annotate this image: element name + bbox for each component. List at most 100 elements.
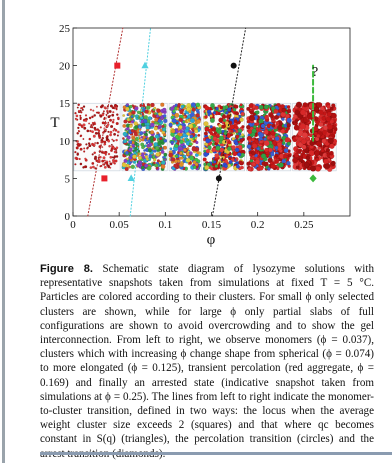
particle — [235, 134, 240, 139]
particle — [321, 138, 327, 144]
particle — [96, 141, 99, 145]
particle — [232, 107, 237, 112]
particle — [113, 132, 117, 136]
y-tick-label: 5 — [65, 173, 71, 185]
particle — [114, 129, 118, 132]
particle — [109, 162, 113, 166]
particle — [264, 114, 269, 120]
particle — [103, 116, 106, 119]
particle — [209, 114, 213, 118]
particle — [90, 123, 93, 127]
particle — [110, 143, 113, 146]
particle — [234, 104, 239, 109]
particle — [93, 114, 97, 117]
particle — [174, 140, 178, 143]
particle — [169, 147, 173, 151]
particle — [129, 159, 133, 162]
particle — [83, 126, 87, 130]
particle — [237, 144, 243, 150]
particle — [258, 132, 264, 138]
particle — [89, 108, 93, 111]
particle — [93, 121, 96, 124]
particle — [251, 137, 255, 142]
particle — [285, 127, 290, 131]
particle — [78, 130, 81, 133]
particle — [178, 117, 183, 122]
particle — [116, 130, 120, 134]
particle — [114, 159, 118, 163]
particle — [140, 142, 145, 147]
particle — [103, 143, 106, 146]
particle — [286, 123, 291, 128]
particle — [122, 131, 128, 137]
particle — [324, 163, 331, 169]
particle — [186, 132, 190, 136]
particle — [246, 106, 251, 111]
particle — [131, 110, 136, 115]
particle — [156, 108, 161, 113]
particle — [171, 140, 175, 144]
particle — [240, 152, 245, 158]
particle — [84, 114, 88, 117]
particle — [157, 111, 163, 117]
particle — [315, 157, 320, 162]
particle — [227, 140, 232, 145]
particle — [99, 105, 103, 109]
particle — [133, 151, 137, 155]
particle — [190, 112, 195, 118]
particle — [130, 115, 134, 118]
particle — [97, 158, 101, 162]
particle — [182, 120, 186, 124]
particle — [93, 151, 97, 155]
particle — [83, 105, 86, 108]
particle — [207, 145, 212, 150]
particle — [103, 165, 107, 169]
particle — [231, 145, 236, 150]
bottom-rule — [40, 452, 392, 455]
particle — [329, 106, 334, 111]
particle — [110, 124, 114, 129]
particle — [122, 105, 127, 109]
state-diagram-chart: 0 0.05 0.1 0.15 0.2 0.25 0 5 10 15 20 25 ? φ T — [50, 23, 351, 248]
particle — [109, 155, 113, 159]
particle — [229, 124, 235, 130]
particle — [174, 143, 179, 148]
particle — [111, 138, 114, 141]
y-axis-label: T — [50, 115, 59, 131]
particle — [258, 165, 264, 171]
particle — [102, 110, 105, 113]
particle — [125, 127, 129, 131]
particle — [95, 128, 98, 131]
particle — [212, 111, 216, 115]
particle — [77, 109, 81, 113]
particle — [230, 129, 234, 133]
particle — [219, 105, 223, 110]
particle — [303, 162, 310, 168]
particle — [274, 136, 280, 141]
particle — [203, 131, 208, 136]
snapshot-panel-monomers — [73, 102, 121, 172]
particle — [88, 144, 92, 148]
particle — [153, 149, 157, 153]
particle — [269, 161, 274, 165]
particle — [150, 122, 155, 128]
snapshot-panel-spherical — [121, 102, 168, 172]
particle — [162, 127, 167, 132]
particle — [255, 122, 260, 126]
particle — [148, 142, 153, 147]
particle — [95, 111, 98, 114]
particle — [121, 162, 127, 168]
particle — [101, 146, 104, 148]
particle — [80, 106, 84, 110]
particle — [195, 140, 199, 145]
particle — [188, 110, 192, 114]
particle — [102, 156, 106, 160]
particle — [91, 165, 95, 169]
particle — [224, 121, 230, 126]
particle — [204, 126, 210, 132]
particle — [124, 167, 129, 171]
circle-transition-line — [211, 27, 247, 217]
particle — [174, 103, 178, 107]
particle — [216, 134, 220, 138]
particle — [178, 124, 183, 130]
